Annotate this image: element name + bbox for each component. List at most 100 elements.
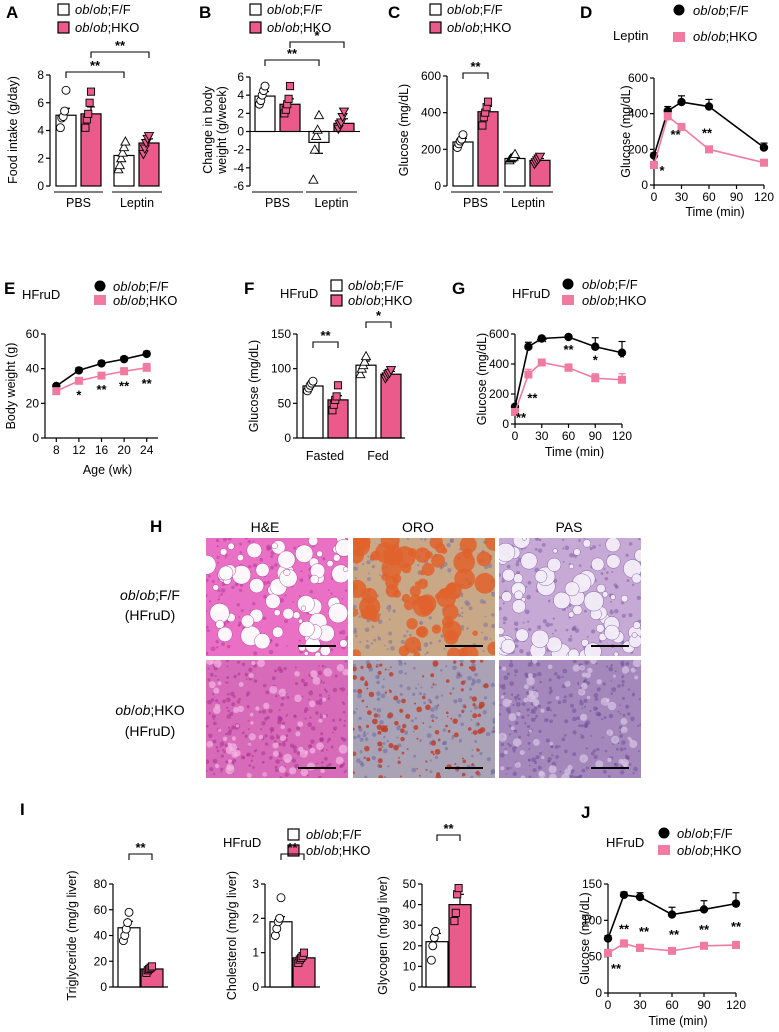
cell-cytoplasm xyxy=(214,763,220,769)
nucleus xyxy=(373,707,376,711)
nucleus xyxy=(589,709,592,712)
nucleus xyxy=(589,547,593,551)
cell-cytoplasm xyxy=(585,672,591,679)
lipid-droplet xyxy=(389,690,392,693)
nucleus xyxy=(537,704,542,709)
y-tick-label: 0 xyxy=(252,980,259,994)
data-point xyxy=(143,132,155,142)
nucleus xyxy=(406,686,411,691)
nucleus xyxy=(527,580,532,585)
nucleus xyxy=(581,768,586,773)
nucleus xyxy=(539,751,542,755)
nucleus xyxy=(236,602,240,607)
legend-marker-ff xyxy=(94,280,106,292)
y-axis-label: Glucose (mg/dL) xyxy=(619,85,633,177)
point-hko xyxy=(677,123,686,132)
cell-cytoplasm xyxy=(257,660,265,668)
nucleus xyxy=(601,717,604,721)
nucleus xyxy=(284,619,288,624)
nucleus xyxy=(410,719,414,723)
nucleus xyxy=(241,662,246,667)
nucleus xyxy=(609,610,614,615)
micrograph-pas-hko xyxy=(499,660,641,778)
fat-vacuole xyxy=(237,554,244,562)
fat-vacuole xyxy=(272,626,284,638)
data-point xyxy=(309,144,321,154)
series-line xyxy=(514,361,623,413)
nucleus xyxy=(387,765,390,768)
cell-cytoplasm xyxy=(206,740,214,748)
chart-glucose-time-leptin: 0 200 400 600 0 30 60 90 120 Glucose (mg/dL) Time … xyxy=(619,71,774,219)
nucleus xyxy=(483,622,488,628)
cell-cytoplasm xyxy=(499,732,507,742)
treatment-label-hfrud: HFruD xyxy=(223,835,261,850)
nucleus xyxy=(306,774,309,777)
cell-cytoplasm xyxy=(579,754,588,763)
nucleus xyxy=(619,747,624,752)
lipid-droplet xyxy=(422,722,425,724)
panel-letter-a: A xyxy=(6,3,18,22)
nucleus xyxy=(359,750,363,754)
cell-cytoplasm xyxy=(564,768,571,776)
cell-cytoplasm xyxy=(516,711,521,717)
panel-letter-f: F xyxy=(244,279,254,298)
y-tick-label: 20 xyxy=(26,396,40,410)
nucleus xyxy=(388,669,390,671)
significance-bracket xyxy=(128,853,153,860)
nucleus xyxy=(515,699,517,702)
significance-label: * xyxy=(314,28,320,43)
nucleus xyxy=(426,651,429,654)
nucleus xyxy=(206,625,209,629)
nucleus xyxy=(434,683,437,686)
nucleus xyxy=(534,538,540,541)
histology-row2-sublabel: (HFruD) xyxy=(125,723,176,739)
group-label: PBS xyxy=(463,196,488,210)
nucleus xyxy=(287,728,292,733)
nucleus xyxy=(220,771,222,773)
nucleus xyxy=(210,698,215,702)
fat-vacuole xyxy=(620,594,629,603)
nucleus xyxy=(508,662,514,668)
fat-vacuole xyxy=(573,548,581,556)
nucleus xyxy=(562,668,568,674)
legend-swatch-ff xyxy=(57,3,70,16)
lipid-droplet xyxy=(434,748,441,755)
nucleus xyxy=(611,687,617,692)
data-point xyxy=(534,152,546,163)
nucleus xyxy=(319,738,324,742)
lipid-droplet xyxy=(377,741,383,747)
nucleus xyxy=(366,639,369,643)
x-axis-label: Time (min) xyxy=(545,445,604,459)
nucleus xyxy=(274,694,278,698)
nucleus xyxy=(459,660,464,663)
data-point xyxy=(86,87,96,96)
significance-bracket xyxy=(365,321,392,328)
fat-vacuole xyxy=(342,566,348,572)
significance-bracket xyxy=(90,51,150,58)
nucleus xyxy=(270,728,274,732)
lipid-droplet xyxy=(440,547,448,554)
nucleus xyxy=(591,629,596,634)
nucleus xyxy=(574,628,580,633)
nucleus xyxy=(527,714,530,717)
nucleus xyxy=(440,694,444,697)
nucleus xyxy=(554,629,557,632)
nucleus xyxy=(510,693,514,696)
nucleus xyxy=(430,707,435,712)
nucleus xyxy=(491,613,495,617)
nucleus xyxy=(562,539,565,542)
cell-cytoplasm xyxy=(308,700,316,708)
y-tick-label: 60 xyxy=(26,327,40,341)
nucleus xyxy=(471,749,474,751)
nucleus xyxy=(601,736,604,739)
fat-vacuole xyxy=(512,538,531,549)
nucleus xyxy=(278,708,281,712)
y-tick-label: 0 xyxy=(595,986,602,1000)
nucleus xyxy=(227,682,229,684)
nucleus xyxy=(569,553,574,558)
nucleus xyxy=(499,573,502,578)
lipid-droplet xyxy=(454,762,457,766)
nucleus xyxy=(253,563,257,568)
data-point xyxy=(81,123,90,132)
nucleus xyxy=(579,701,584,706)
